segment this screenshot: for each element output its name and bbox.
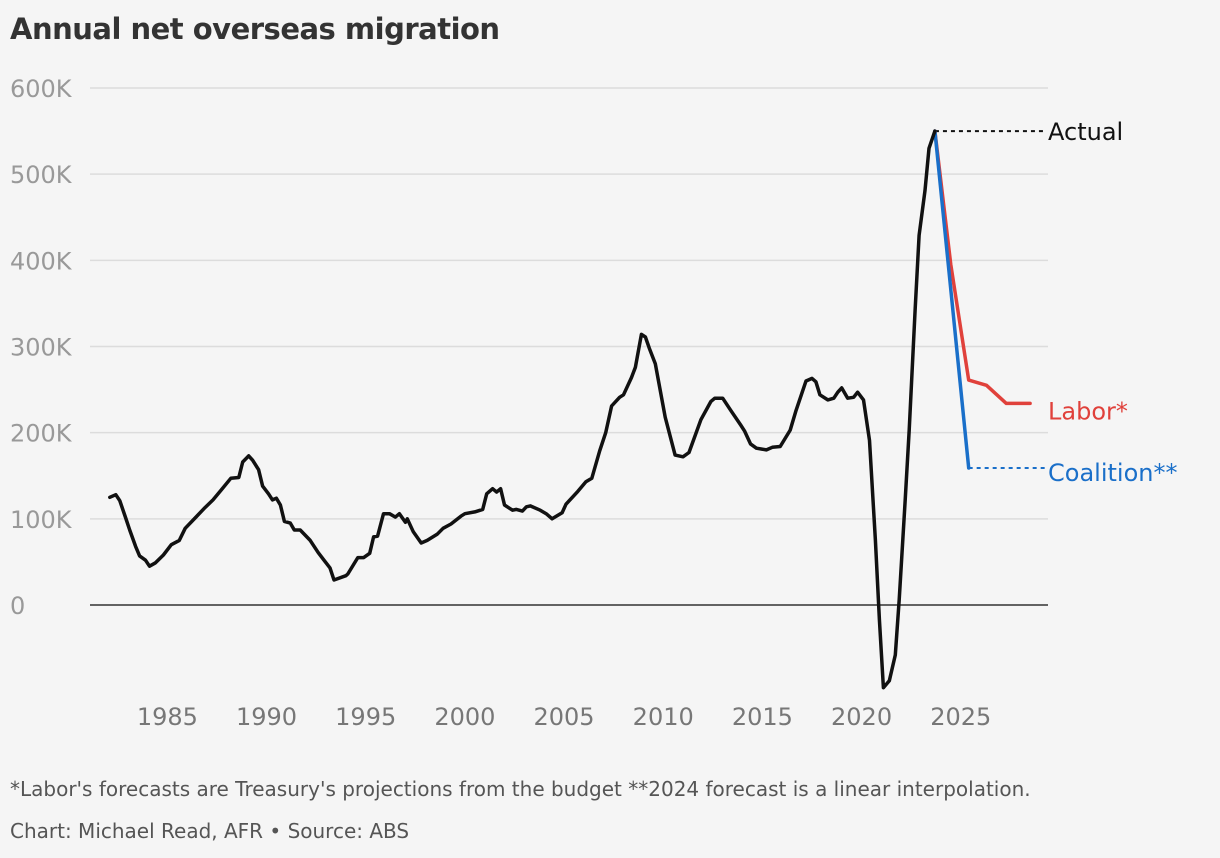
x-tick-label: 2025 [930,703,991,731]
series-label: Actual [1048,118,1123,146]
series-label: Labor* [1048,397,1128,425]
y-tick-label: 0 [10,592,25,620]
x-tick-label: 2015 [732,703,793,731]
series-line-actual [108,129,937,690]
y-tick-label: 600K [10,75,73,103]
x-tick-label: 2000 [434,703,495,731]
y-tick-label: 200K [10,420,73,448]
y-tick-label: 400K [10,247,73,275]
credit: Chart: Michael Read, AFR • Source: ABS [10,819,410,843]
x-tick-label: 1995 [335,703,396,731]
series-line-labor [933,129,1032,406]
series-line-coalition [933,129,971,470]
y-tick-label: 500K [10,161,73,189]
footnote: *Labor's forecasts are Treasury's projec… [10,777,1031,801]
y-tick-label: 300K [10,334,73,362]
x-tick-label: 2020 [831,703,892,731]
x-tick-label: 1985 [137,703,198,731]
chart-title: Annual net overseas migration [10,12,500,46]
x-tick-label: 2005 [534,703,595,731]
series-label: Coalition** [1048,459,1177,487]
x-tick-label: 2010 [633,703,694,731]
y-tick-label: 100K [10,506,73,534]
x-tick-label: 1990 [236,703,297,731]
